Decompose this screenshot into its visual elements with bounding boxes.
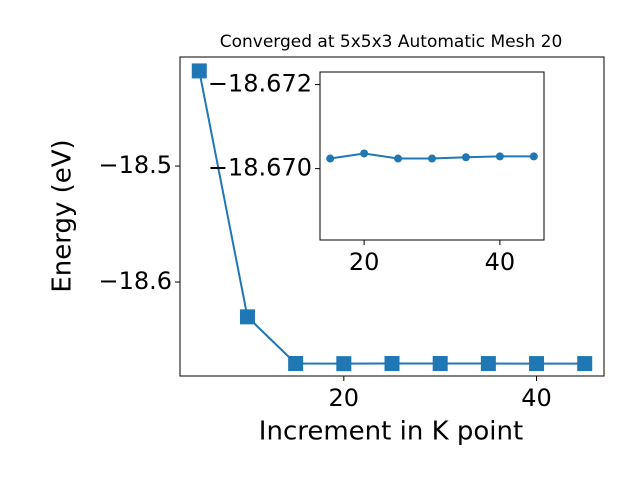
inset-marker [495, 152, 504, 161]
x-axis-label: Increment in K point [259, 417, 523, 447]
main-marker [191, 63, 207, 79]
main-marker [577, 356, 593, 372]
inset-marker [326, 154, 335, 163]
y-axis-label: Energy (eV) [48, 139, 78, 292]
inset-marker [394, 154, 403, 163]
main-marker [480, 356, 496, 372]
main-x-tick-label: 40 [521, 384, 552, 412]
main-marker [336, 356, 352, 372]
chart-title: Converged at 5x5x3 Automatic Mesh 20 [220, 32, 563, 52]
inset-marker [360, 149, 369, 158]
inset-marker [428, 154, 436, 163]
inset-marker [529, 152, 538, 161]
main-marker [239, 309, 255, 325]
inset-y-tick-label: −18.670 [208, 154, 312, 182]
main-marker [288, 356, 304, 372]
main-marker [529, 356, 545, 372]
inset-y-tick-label: −18.672 [208, 70, 312, 98]
inset-marker [461, 153, 470, 162]
inset-x-tick-label: 20 [349, 248, 380, 276]
main-y-tick-label: −18.6 [98, 267, 172, 295]
main-x-tick-label: 20 [329, 384, 360, 412]
main-y-tick-label: −18.5 [98, 151, 172, 179]
main-marker [384, 356, 400, 372]
inset-x-tick-label: 40 [485, 248, 516, 276]
main-marker [432, 356, 448, 372]
